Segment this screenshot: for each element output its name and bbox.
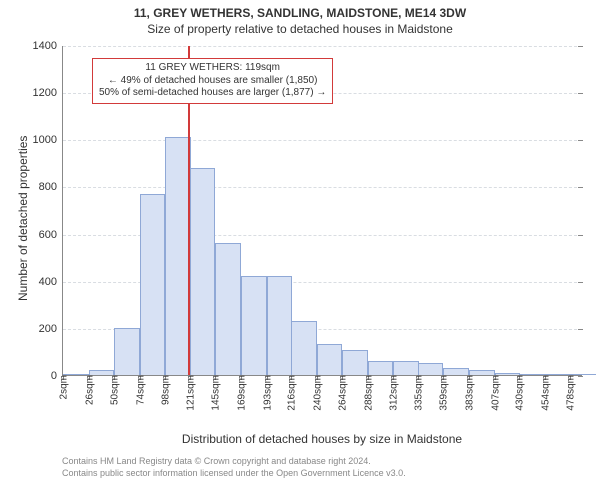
x-tick-label: 98sqm xyxy=(159,375,172,405)
x-tick-label: 2sqm xyxy=(57,375,70,399)
y-tick-mark xyxy=(578,329,583,330)
y-tick-label: 1000 xyxy=(33,134,63,146)
y-tick-label: 1200 xyxy=(33,87,63,99)
y-tick-mark xyxy=(578,93,583,94)
histogram-bar xyxy=(215,243,241,375)
x-tick-label: 430sqm xyxy=(513,375,526,411)
histogram-bar xyxy=(241,276,267,375)
histogram-bar xyxy=(418,363,444,375)
x-tick-label: 407sqm xyxy=(488,375,501,411)
annotation-line: 11 GREY WETHERS: 119sqm xyxy=(99,62,326,75)
gridline-h xyxy=(63,187,582,188)
histogram-bar xyxy=(393,361,419,375)
x-tick-label: 359sqm xyxy=(437,375,450,411)
y-tick-label: 600 xyxy=(39,229,63,241)
x-tick-label: 26sqm xyxy=(82,375,95,405)
x-tick-label: 240sqm xyxy=(310,375,323,411)
y-tick-mark xyxy=(578,46,583,47)
y-axis-label: Number of detached properties xyxy=(16,136,30,301)
gridline-h xyxy=(63,140,582,141)
x-tick-label: 478sqm xyxy=(564,375,577,411)
histogram-bar xyxy=(291,321,317,375)
y-tick-label: 1400 xyxy=(33,40,63,52)
y-tick-label: 200 xyxy=(39,323,63,335)
histogram-bar xyxy=(140,194,166,376)
histogram-bar xyxy=(317,344,343,375)
x-tick-label: 264sqm xyxy=(336,375,349,411)
title-block: 11, GREY WETHERS, SANDLING, MAIDSTONE, M… xyxy=(0,0,600,36)
annotation-line: ← 49% of detached houses are smaller (1,… xyxy=(99,75,326,88)
histogram-bar xyxy=(342,350,368,375)
histogram-bar xyxy=(443,368,469,375)
x-tick-label: 169sqm xyxy=(234,375,247,411)
x-axis-label: Distribution of detached houses by size … xyxy=(62,432,582,446)
footer-line-2: Contains public sector information licen… xyxy=(62,468,582,480)
chart-title: 11, GREY WETHERS, SANDLING, MAIDSTONE, M… xyxy=(0,6,600,20)
x-tick-label: 312sqm xyxy=(387,375,400,411)
chart-subtitle: Size of property relative to detached ho… xyxy=(0,22,600,36)
x-tick-label: 145sqm xyxy=(209,375,222,411)
histogram-bar xyxy=(368,361,394,375)
histogram-bar xyxy=(267,276,293,375)
x-tick-label: 193sqm xyxy=(260,375,273,411)
x-tick-label: 50sqm xyxy=(108,375,121,405)
y-tick-mark xyxy=(578,376,583,377)
histogram-chart: 11, GREY WETHERS, SANDLING, MAIDSTONE, M… xyxy=(0,0,600,500)
x-tick-label: 335sqm xyxy=(411,375,424,411)
y-tick-mark xyxy=(578,282,583,283)
footer-credits: Contains HM Land Registry data © Crown c… xyxy=(62,456,582,479)
y-tick-label: 400 xyxy=(39,276,63,288)
x-tick-label: 121sqm xyxy=(183,375,196,411)
histogram-bar xyxy=(114,328,140,375)
histogram-bar xyxy=(190,168,216,375)
y-tick-label: 800 xyxy=(39,181,63,193)
x-tick-label: 383sqm xyxy=(462,375,475,411)
gridline-h xyxy=(63,46,582,47)
x-tick-label: 74sqm xyxy=(133,375,146,405)
x-tick-label: 216sqm xyxy=(285,375,298,411)
y-tick-mark xyxy=(578,140,583,141)
y-tick-mark xyxy=(578,235,583,236)
y-tick-mark xyxy=(578,187,583,188)
annotation-box: 11 GREY WETHERS: 119sqm← 49% of detached… xyxy=(92,58,333,104)
x-tick-label: 454sqm xyxy=(538,375,551,411)
annotation-line: 50% of semi-detached houses are larger (… xyxy=(99,87,326,100)
footer-line-1: Contains HM Land Registry data © Crown c… xyxy=(62,456,582,468)
x-tick-label: 288sqm xyxy=(361,375,374,411)
